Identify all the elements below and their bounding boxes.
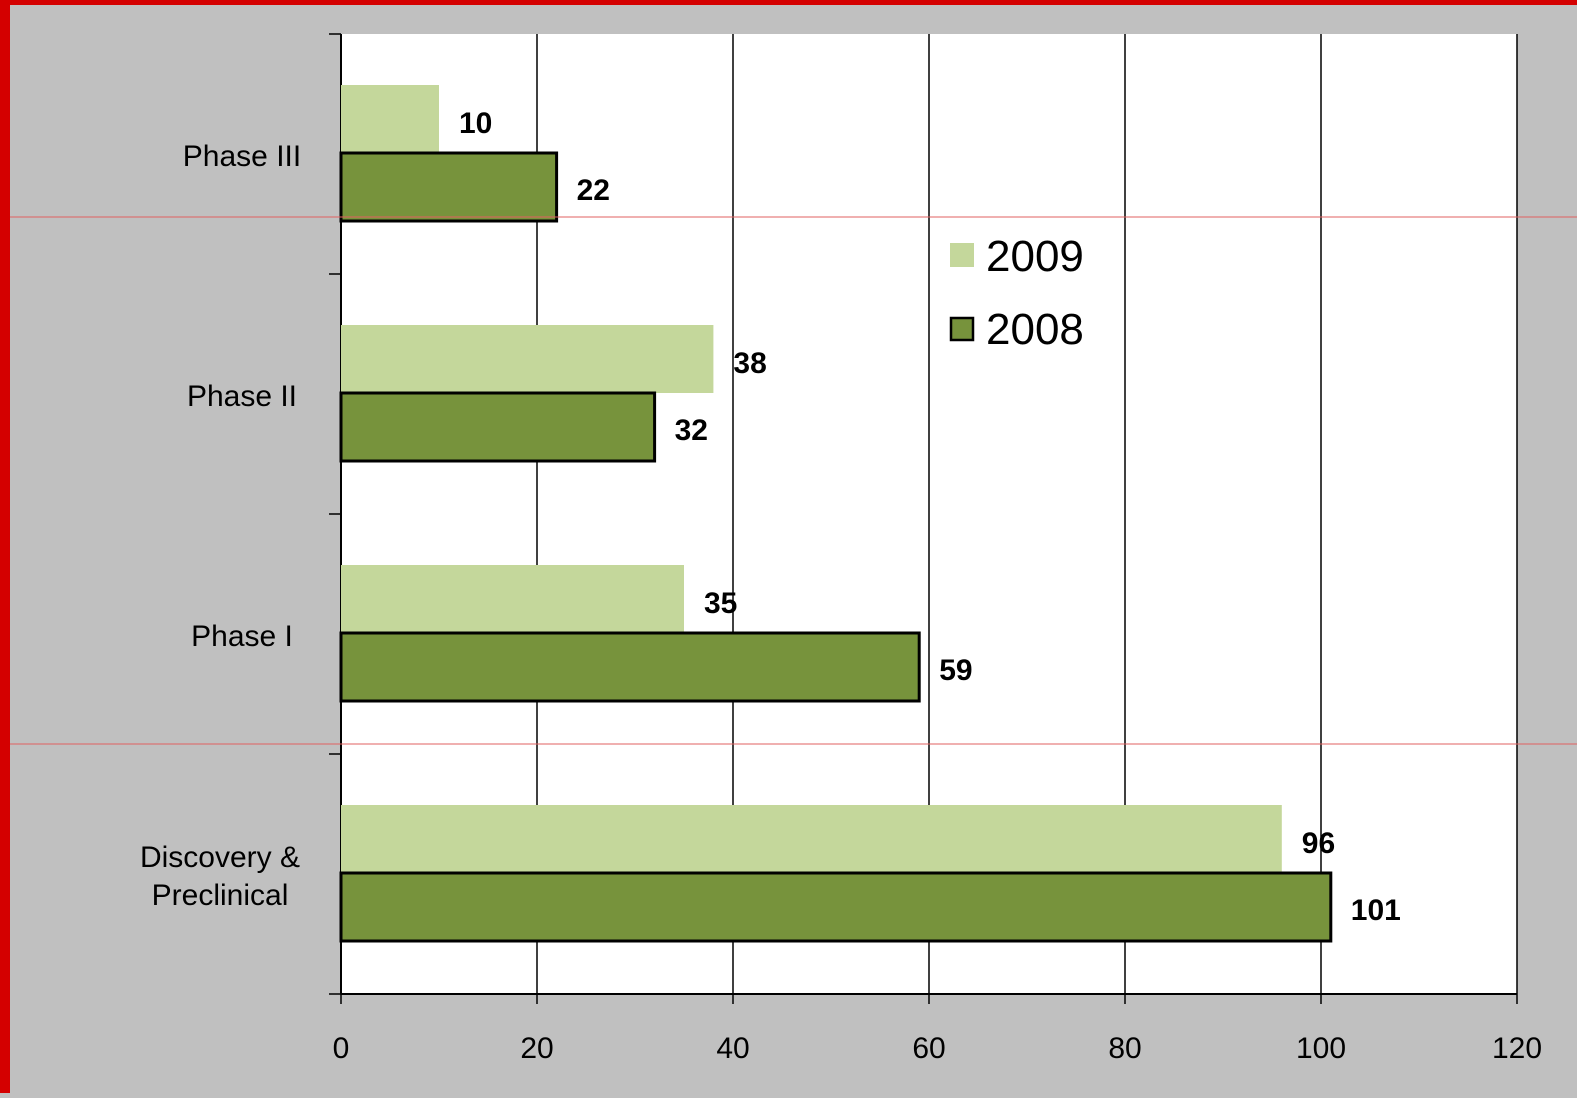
x-tick-label: 100 — [1296, 1032, 1346, 1065]
category-label: Phase II — [187, 380, 297, 413]
x-tick-label: 120 — [1492, 1032, 1542, 1065]
x-tick-label: 0 — [333, 1032, 350, 1065]
data-label-2008: 32 — [675, 414, 708, 447]
category-label-line: Phase I — [191, 620, 293, 653]
x-tick-label: 20 — [520, 1032, 553, 1065]
data-label-2009: 10 — [459, 107, 492, 140]
category-label-line: Preclinical — [152, 879, 289, 912]
data-label-2008: 59 — [939, 654, 972, 687]
category-label: Discovery & Preclinical — [140, 841, 300, 912]
legend-swatch-2008 — [949, 316, 975, 342]
x-tick-label: 60 — [912, 1032, 945, 1065]
bar-2008 — [339, 391, 657, 463]
border-top — [0, 0, 1577, 5]
bar-2008 — [339, 871, 1333, 943]
bar-2009 — [341, 85, 439, 153]
category-label-line: Phase II — [187, 380, 297, 413]
border-left — [0, 0, 10, 1093]
legend-label-2009: 2009 — [986, 232, 1084, 281]
data-label-2009: 96 — [1302, 827, 1335, 860]
data-label-2009: 38 — [733, 347, 766, 380]
category-label: Phase III — [183, 140, 301, 173]
bar-2008 — [339, 631, 921, 703]
data-label-2008: 22 — [577, 174, 610, 207]
category-label-line: Phase III — [183, 140, 301, 173]
bar-2008 — [339, 151, 559, 223]
category-label-line: Discovery & — [140, 841, 300, 874]
bar-2009 — [341, 805, 1282, 873]
data-label-2009: 35 — [704, 587, 737, 620]
legend-label-2008: 2008 — [986, 305, 1084, 354]
x-tick-label: 80 — [1108, 1032, 1141, 1065]
legend-swatch-2009 — [950, 243, 974, 267]
bar-2009 — [341, 325, 714, 393]
category-label: Phase I — [191, 620, 293, 653]
bar-2009 — [341, 565, 684, 633]
data-label-2008: 101 — [1351, 894, 1401, 927]
x-tick-label: 40 — [716, 1032, 749, 1065]
